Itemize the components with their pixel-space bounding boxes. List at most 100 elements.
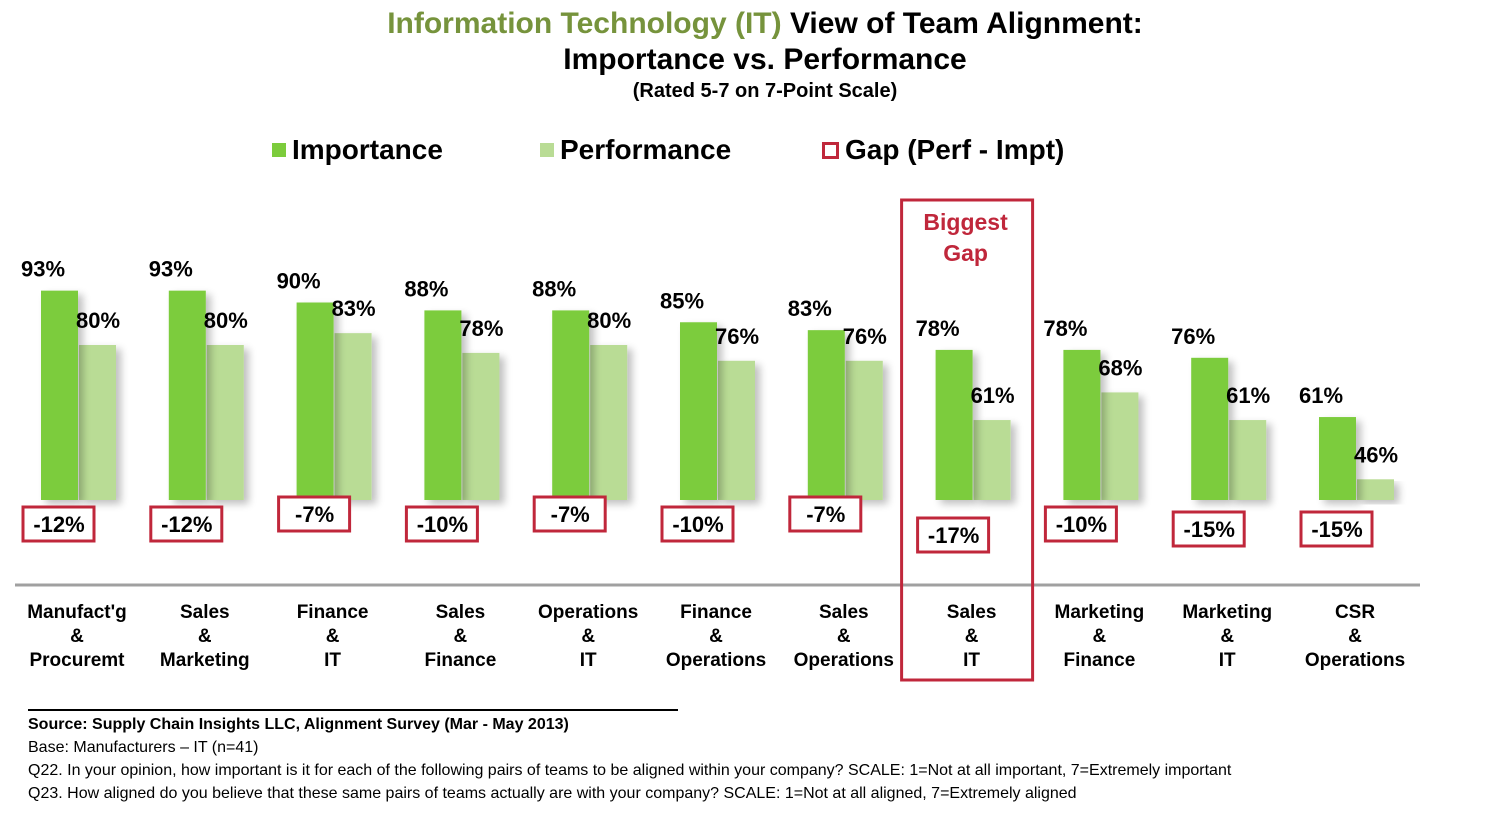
gap-value-label: -10% — [417, 512, 468, 537]
performance-bar — [590, 345, 628, 500]
importance-value-label: 88% — [404, 276, 448, 301]
importance-bar — [1191, 357, 1229, 500]
gap-value-label: -17% — [928, 523, 979, 548]
performance-bar — [334, 333, 372, 500]
category-label: Operations — [1305, 650, 1405, 671]
legend-item-gap: Gap (Perf - Impt) — [822, 134, 1064, 166]
importance-bar — [680, 322, 717, 500]
category-label: Manufact'g — [27, 602, 127, 623]
importance-bar — [1063, 349, 1101, 500]
category-label: & — [198, 626, 212, 647]
performance-bar — [1357, 479, 1394, 500]
category-label: Finance — [1063, 650, 1135, 671]
importance-value-label: 78% — [916, 316, 960, 341]
bar-chart: 93% 80% -12% Manufact'g & Procuremt 93% 80% -12%… — [15, 198, 1420, 682]
category-label: Marketing — [1055, 602, 1145, 623]
performance-bar — [1229, 420, 1267, 500]
category-label: IT — [1219, 650, 1236, 671]
category-label: Operations — [666, 650, 766, 671]
footer-q22: Q22. In your opinion, how important is i… — [28, 762, 1232, 779]
legend-swatch-importance — [272, 143, 286, 157]
performance-bar — [462, 352, 500, 500]
gap-value-label: -10% — [672, 512, 723, 537]
category-label: Marketing — [1182, 602, 1272, 623]
importance-value-label: 85% — [660, 288, 704, 313]
gap-value-label: -7% — [551, 502, 590, 527]
gap-box — [1171, 510, 1246, 548]
biggest-gap-label: Biggest — [923, 209, 1008, 235]
importance-bar — [296, 302, 334, 500]
category-label: Sales — [180, 602, 230, 623]
performance-bar — [973, 420, 1011, 500]
importance-value-label: 88% — [532, 276, 576, 301]
category-label: Sales — [819, 602, 869, 623]
gap-box — [1299, 510, 1374, 548]
category-label: IT — [324, 650, 341, 671]
category-label: & — [709, 626, 723, 647]
category-label: & — [1093, 626, 1107, 647]
performance-value-label: 83% — [332, 296, 376, 321]
gap-value-label: -12% — [161, 512, 212, 537]
category-label: Sales — [436, 602, 486, 623]
importance-value-label: 61% — [1299, 383, 1343, 408]
importance-bar — [935, 349, 973, 500]
category-label: Sales — [947, 602, 997, 623]
importance-bar — [1319, 417, 1356, 500]
performance-bar — [718, 360, 755, 500]
gap-value-label: -15% — [1184, 517, 1235, 542]
category-label: & — [1220, 626, 1234, 647]
performance-value-label: 80% — [204, 308, 248, 333]
category-label: & — [326, 626, 340, 647]
gap-box — [21, 505, 96, 543]
footer-divider — [28, 709, 678, 711]
importance-value-label: 76% — [1171, 324, 1215, 349]
category-label: Procuremt — [29, 650, 125, 671]
subtitle: (Rated 5-7 on 7-Point Scale) — [632, 80, 898, 102]
title-rest-part: View of Team Alignment: — [781, 7, 1143, 40]
performance-value-label: 80% — [587, 308, 631, 333]
legend-label-importance: Importance — [292, 134, 443, 165]
title-line-2: Importance vs. Performance — [563, 43, 967, 76]
category-label: & — [581, 626, 595, 647]
performance-value-label: 76% — [715, 324, 759, 349]
gap-box — [277, 495, 352, 533]
importance-bar — [807, 330, 845, 500]
legend-item-performance: Performance — [540, 134, 731, 166]
gap-box — [404, 505, 479, 543]
gap-value-label: -7% — [806, 502, 845, 527]
legend: Importance Performance Gap (Perf - Impt) — [0, 134, 1487, 174]
performance-value-label: 61% — [1226, 383, 1270, 408]
category-label: & — [1348, 626, 1362, 647]
performance-value-label: 46% — [1354, 442, 1398, 467]
importance-value-label: 93% — [21, 257, 65, 282]
category-label: Marketing — [160, 650, 250, 671]
importance-bar — [424, 310, 462, 500]
gap-box — [149, 505, 224, 543]
legend-label-performance: Performance — [560, 134, 732, 165]
importance-bar — [552, 310, 590, 500]
gap-value-label: -15% — [1311, 517, 1362, 542]
gap-value-label: -7% — [295, 502, 334, 527]
category-label: & — [70, 626, 84, 647]
category-label: IT — [963, 650, 980, 671]
importance-value-label: 90% — [277, 269, 321, 294]
title-line-1: Information Technology (IT) View of Team… — [0, 6, 1487, 42]
importance-value-label: 83% — [788, 296, 832, 321]
category-label: Finance — [680, 602, 752, 623]
category-label: & — [965, 626, 979, 647]
biggest-gap-highlight-box — [900, 198, 1035, 682]
biggest-gap-label: Gap — [943, 240, 988, 266]
legend-swatch-gap — [822, 141, 839, 159]
legend-label-gap: Gap (Perf - Impt) — [845, 134, 1065, 165]
category-label: Finance — [297, 602, 369, 623]
performance-value-label: 76% — [843, 324, 887, 349]
performance-bar — [845, 360, 883, 500]
category-label: Finance — [424, 650, 496, 671]
legend-swatch-performance — [540, 143, 554, 157]
gap-box — [660, 505, 735, 543]
gap-box — [532, 495, 607, 533]
performance-value-label: 68% — [1098, 355, 1142, 380]
category-label: Operations — [538, 602, 638, 623]
category-label: Operations — [794, 650, 894, 671]
chart-title: Information Technology (IT) View of Team… — [0, 6, 1487, 104]
